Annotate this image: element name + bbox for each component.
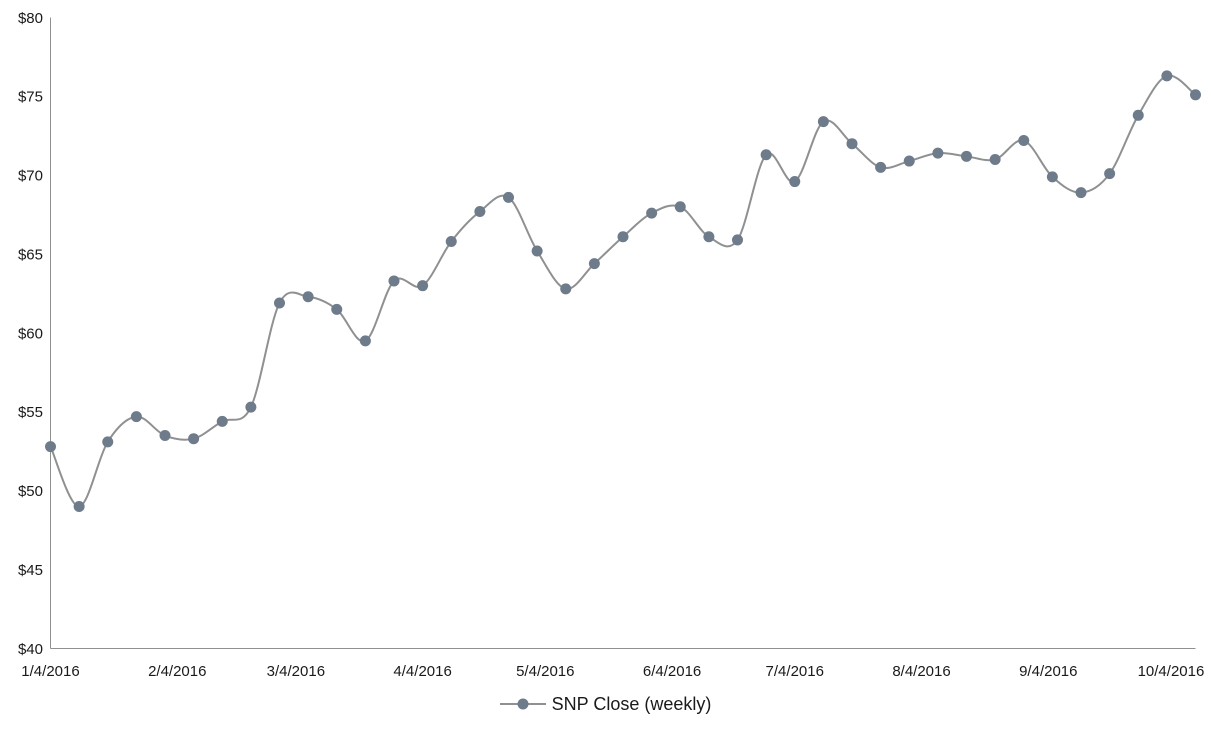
data-point-marker <box>274 297 285 309</box>
legend: SNP Close (weekly) <box>0 691 1211 717</box>
y-tick-label: $60 <box>18 325 43 342</box>
data-point-marker <box>102 436 114 448</box>
data-point-marker <box>646 207 658 219</box>
data-point-marker <box>503 191 514 203</box>
data-point-marker <box>1132 109 1144 121</box>
data-point-marker <box>73 501 85 513</box>
data-point-marker <box>45 441 56 453</box>
data-point-marker <box>674 201 686 213</box>
x-tick-label: 3/4/2016 <box>267 663 325 680</box>
data-point-marker <box>159 430 171 442</box>
data-point-marker <box>216 415 228 427</box>
data-point-marker <box>617 231 629 243</box>
data-point-marker <box>903 155 915 167</box>
data-point-marker <box>560 283 572 295</box>
data-point-marker <box>359 335 371 347</box>
x-tick-label: 6/4/2016 <box>643 663 701 680</box>
data-point-marker <box>961 150 972 162</box>
data-point-marker <box>875 161 887 173</box>
y-tick-label: $65 <box>18 246 43 263</box>
data-point-marker <box>1018 135 1030 147</box>
data-point-marker <box>245 401 257 413</box>
data-point-marker <box>1046 171 1058 183</box>
x-tick-label: 9/4/2016 <box>1019 663 1077 680</box>
line-marker-icon <box>499 698 546 710</box>
data-point-marker <box>732 234 743 246</box>
data-point-marker <box>1104 168 1116 180</box>
y-tick-label: $75 <box>18 89 43 106</box>
x-tick-label: 1/4/2016 <box>21 663 79 680</box>
data-point-marker <box>789 176 801 188</box>
x-tick-label: 2/4/2016 <box>148 663 206 680</box>
data-point-marker <box>331 303 343 315</box>
data-point-marker <box>1161 70 1173 82</box>
data-point-marker <box>388 275 400 287</box>
data-point-marker <box>846 138 858 150</box>
data-point-marker <box>188 433 200 445</box>
data-point-marker <box>989 153 1001 165</box>
data-point-marker <box>130 411 142 423</box>
y-tick-label: $55 <box>18 404 43 421</box>
data-point-marker <box>703 231 715 243</box>
data-point-marker <box>1075 187 1087 199</box>
data-point-marker <box>445 236 457 248</box>
y-tick-label: $70 <box>18 168 43 185</box>
x-tick-label: 7/4/2016 <box>766 663 824 680</box>
legend-series-label: SNP Close (weekly) <box>551 693 712 714</box>
data-point-marker <box>817 116 829 128</box>
data-point-marker <box>932 147 944 159</box>
x-tick-label: 4/4/2016 <box>393 663 451 680</box>
data-point-marker <box>302 291 314 303</box>
x-tick-label: 8/4/2016 <box>892 663 950 680</box>
y-tick-label: $40 <box>18 641 43 658</box>
x-tick-label: 5/4/2016 <box>516 663 574 680</box>
data-point-marker <box>417 280 429 292</box>
data-point-marker <box>588 258 600 270</box>
y-tick-label: $50 <box>18 483 43 500</box>
x-tick-label: 10/4/2016 <box>1138 663 1205 680</box>
y-tick-label: $45 <box>18 562 43 579</box>
data-point-marker <box>474 206 486 218</box>
data-point-marker <box>760 149 772 161</box>
data-point-marker <box>531 245 543 257</box>
data-point-marker <box>1190 89 1201 101</box>
y-tick-label: $80 <box>18 10 43 27</box>
